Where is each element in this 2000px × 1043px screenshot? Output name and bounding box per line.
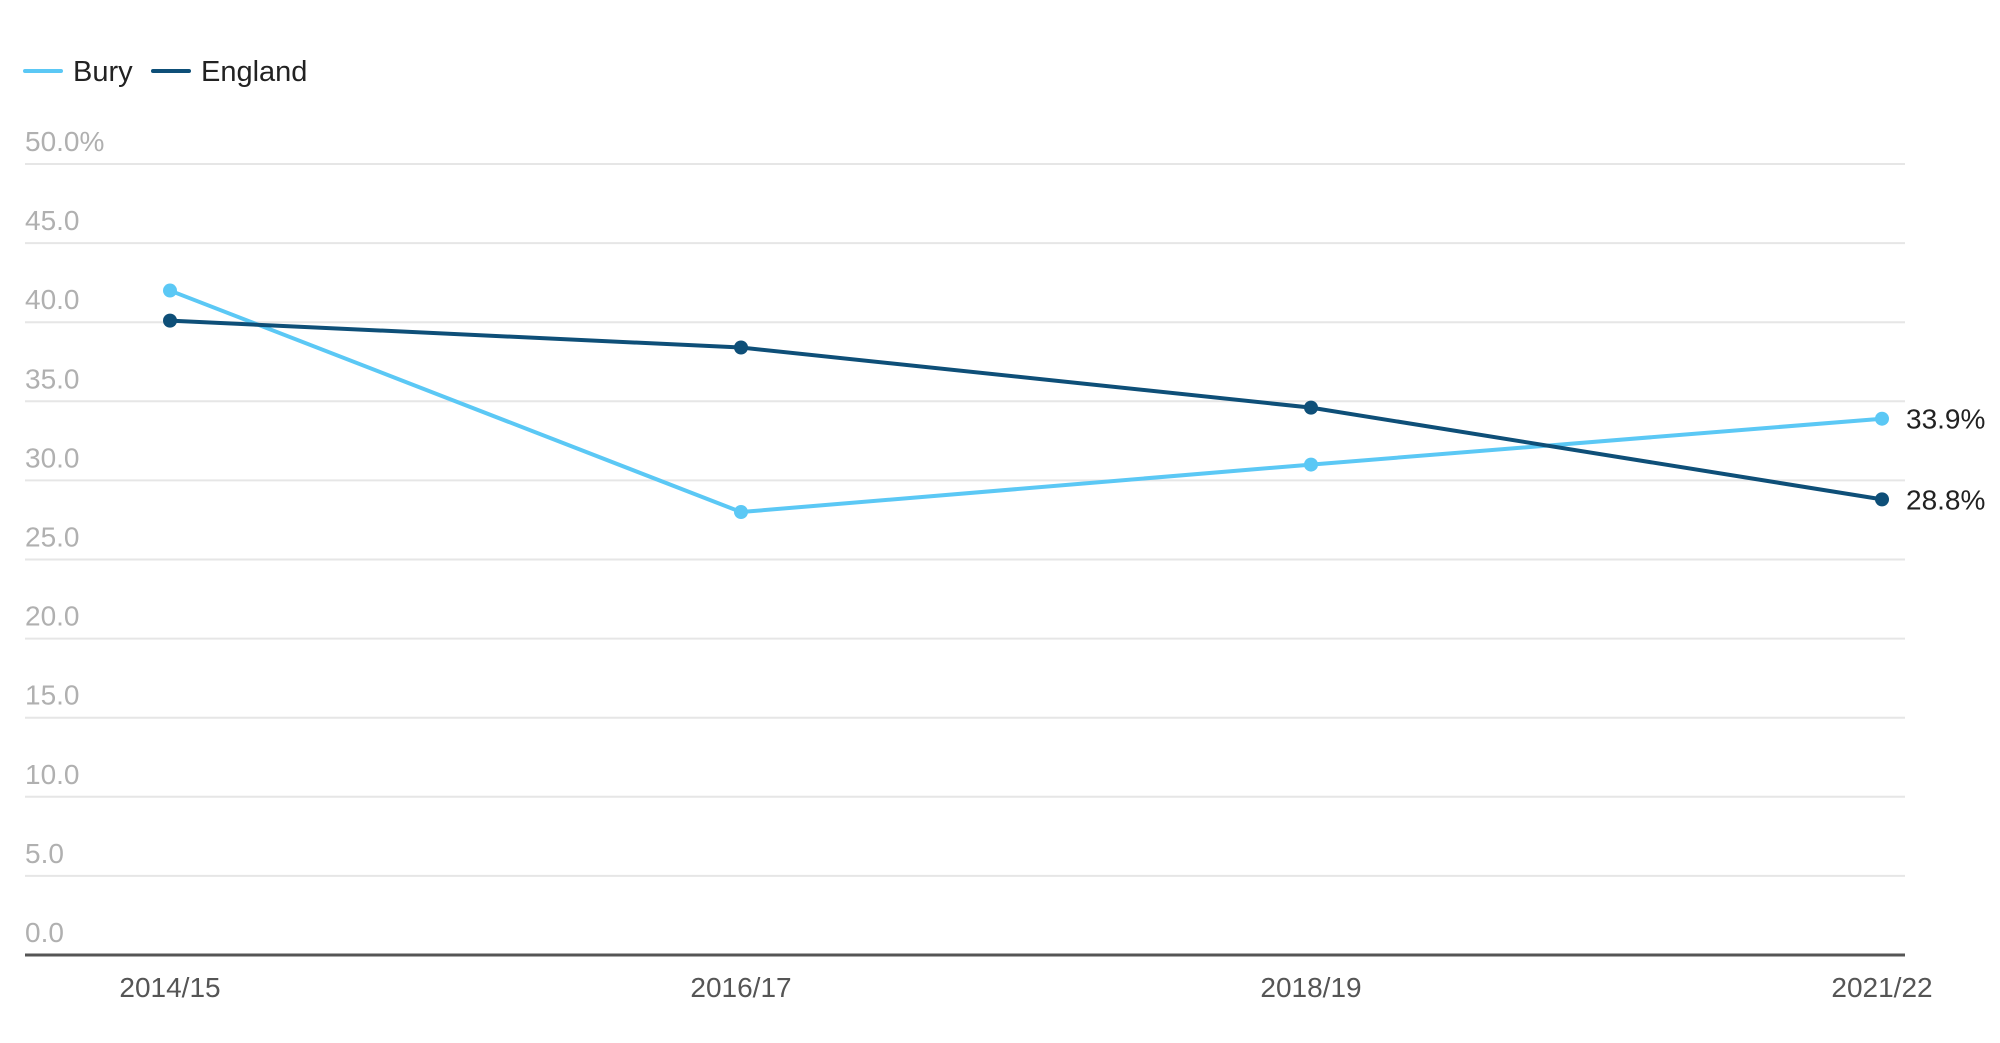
- y-tick-label: 25.0: [25, 522, 80, 553]
- data-point-bury-0: [163, 283, 177, 298]
- y-tick-label: 15.0: [25, 680, 80, 711]
- y-tick-label: 0.0: [25, 917, 64, 948]
- data-point-bury-1: [734, 505, 748, 520]
- series-line-england: [168, 318, 1884, 502]
- x-tick-label: 2021/22: [1831, 972, 1932, 1003]
- y-tick-label: 45.0: [25, 205, 80, 236]
- y-tick-label: 35.0: [25, 363, 80, 394]
- end-labels: 33.9% 28.8%: [1906, 404, 1985, 516]
- data-point-england-1: [734, 340, 748, 355]
- legend: Bury England: [23, 56, 307, 88]
- data-point-england-3: [1875, 492, 1889, 507]
- y-tick-label: 30.0: [25, 442, 80, 473]
- y-tick-label: 5.0: [25, 838, 64, 869]
- end-label-bury: 33.9%: [1906, 404, 1985, 435]
- x-tick-label: 2014/15: [119, 972, 220, 1003]
- y-tick-label: 20.0: [25, 601, 80, 632]
- gridlines: [25, 163, 1905, 877]
- series-points: [163, 283, 1889, 520]
- data-point-england-0: [163, 313, 177, 328]
- data-point-england-2: [1304, 400, 1318, 415]
- x-axis-ticks: 2014/15 2016/17 2018/19 2021/22: [119, 972, 1932, 1003]
- legend-label-bury: Bury: [73, 56, 133, 88]
- y-tick-label: 40.0: [25, 284, 80, 315]
- series-lines: [168, 288, 1884, 515]
- data-point-bury-2: [1304, 457, 1318, 472]
- x-tick-label: 2016/17: [690, 972, 791, 1003]
- x-tick-label: 2018/19: [1260, 972, 1361, 1003]
- data-point-bury-3: [1875, 411, 1889, 426]
- y-tick-label: 10.0: [25, 759, 80, 790]
- end-label-england: 28.8%: [1906, 484, 1985, 515]
- legend-label-england: England: [201, 56, 307, 88]
- y-axis-ticks: 0.0 5.0 10.0 15.0 20.0 25.0 30.0 35.0 40.0 45.0 50…: [25, 126, 104, 948]
- series-line-bury: [168, 288, 1884, 515]
- y-tick-label: 50.0%: [25, 126, 104, 157]
